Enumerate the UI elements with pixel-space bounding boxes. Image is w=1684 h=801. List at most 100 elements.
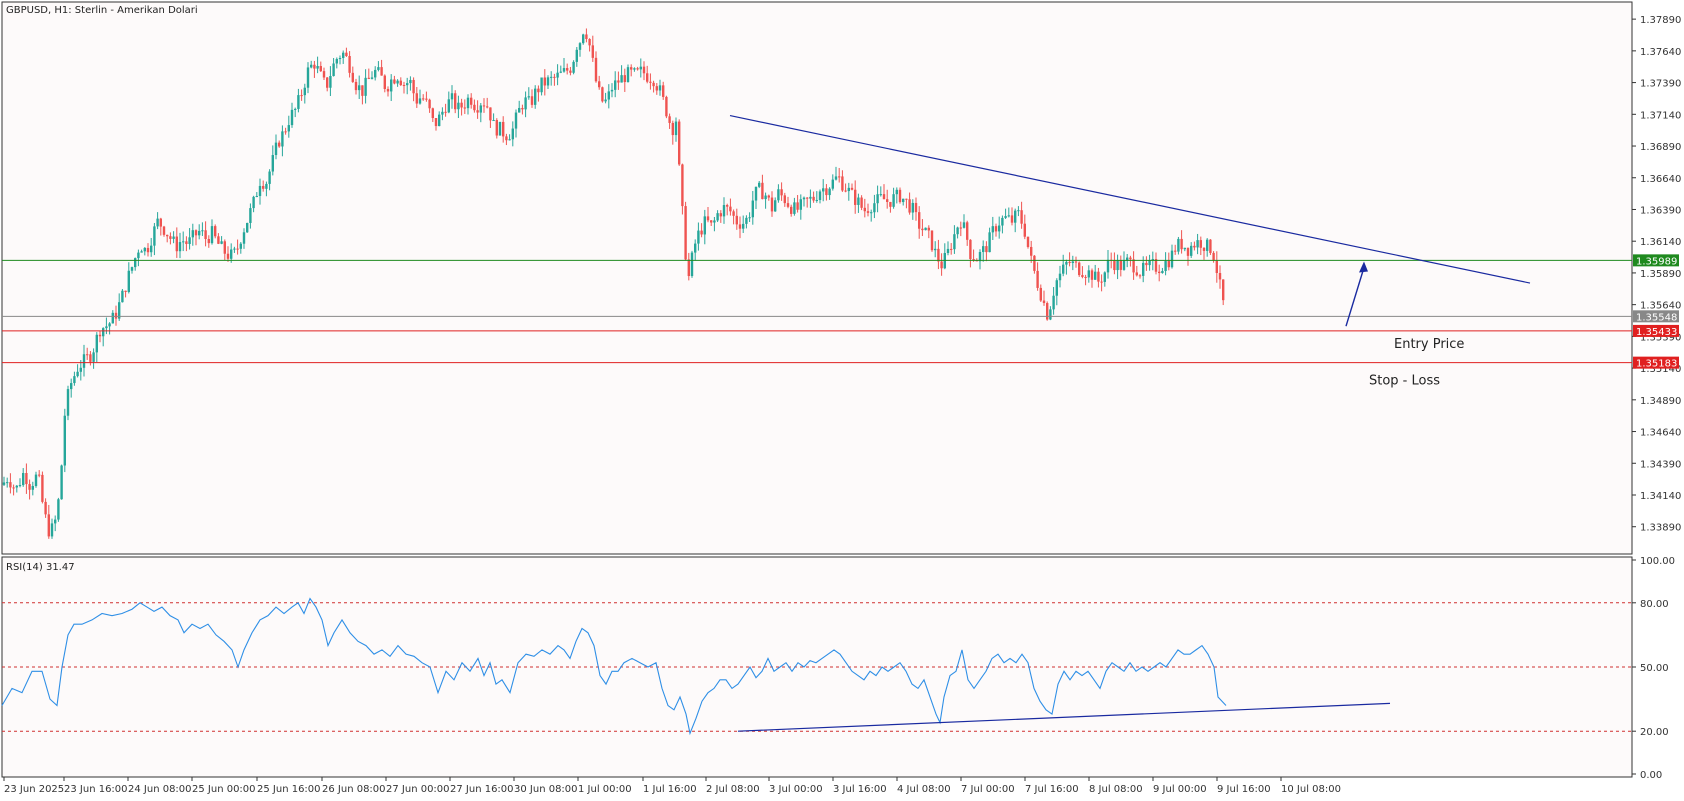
- candle-body: [1218, 273, 1222, 280]
- price-trendline: [729, 114, 1531, 284]
- candle-body: [258, 185, 262, 197]
- candle-body: [633, 68, 636, 70]
- candle-body: [428, 99, 431, 109]
- candle-body: [630, 67, 633, 70]
- rsi-tick-label: 20.00: [1640, 727, 1669, 738]
- candle-body: [82, 354, 86, 368]
- candle-body: [463, 107, 466, 109]
- candle-body: [137, 252, 140, 259]
- candle-body: [674, 121, 678, 136]
- candle-body: [646, 73, 649, 82]
- entry-price-annotation: Entry Price: [1394, 337, 1464, 352]
- level-price-label: 1.35183: [1636, 359, 1677, 370]
- candle-body: [610, 89, 614, 92]
- candle-body: [34, 474, 38, 487]
- candle-body: [79, 367, 82, 372]
- candle-body: [825, 188, 828, 196]
- candle-body: [770, 197, 774, 212]
- candle-body: [12, 487, 15, 489]
- candle-body: [879, 194, 882, 196]
- candle-body: [1071, 261, 1074, 264]
- time-tick-label: 8 Jul 08:00: [1089, 784, 1143, 795]
- price-tick-label: 1.36640: [1640, 174, 1681, 185]
- candle-body: [89, 354, 92, 362]
- candle-body: [1180, 238, 1183, 250]
- candle-body: [249, 208, 252, 223]
- price-tick-label: 1.37640: [1640, 47, 1681, 58]
- candle-body: [892, 194, 895, 207]
- candle-body: [172, 236, 175, 239]
- candle-body: [754, 186, 758, 201]
- candle-body: [6, 482, 9, 484]
- candle-body: [242, 232, 246, 244]
- candle-body: [1135, 272, 1138, 276]
- time-tick-label: 23 Jun 16:00: [64, 784, 128, 795]
- candle-body: [562, 68, 566, 72]
- candle-body: [44, 501, 47, 515]
- candle-body: [415, 93, 418, 104]
- candle-body: [713, 220, 716, 223]
- stop-loss-annotation: Stop - Loss: [1369, 374, 1440, 389]
- candle-body: [319, 66, 322, 72]
- candle-body: [604, 99, 607, 102]
- candle-body: [502, 121, 505, 137]
- candle-body: [978, 252, 982, 262]
- candle-body: [1023, 223, 1026, 237]
- level-price-label: 1.35989: [1636, 256, 1677, 267]
- candle-body: [130, 267, 134, 271]
- candle-body: [332, 63, 335, 77]
- time-tick-label: 30 Jun 08:00: [514, 784, 578, 795]
- time-tick-label: 1 Jul 00:00: [578, 784, 632, 795]
- candle-body: [540, 77, 543, 93]
- candle-body: [575, 49, 578, 62]
- candle-body: [905, 198, 908, 200]
- candle-body: [374, 69, 377, 78]
- candle-body: [1190, 245, 1193, 256]
- candle-body: [1167, 261, 1170, 268]
- candle-body: [220, 241, 223, 244]
- candle-body: [418, 98, 422, 104]
- candle-body: [658, 85, 662, 91]
- candle-body: [668, 116, 671, 123]
- candle-body: [1020, 210, 1023, 224]
- candle-body: [15, 485, 18, 488]
- candle-body: [985, 246, 988, 253]
- candle-body: [690, 252, 694, 277]
- candle-body: [1090, 270, 1094, 280]
- candle-body: [431, 108, 434, 119]
- candle-body: [470, 97, 473, 105]
- candle-body: [710, 220, 713, 223]
- candle-body: [546, 77, 550, 86]
- candle-body: [857, 197, 860, 205]
- candle-body: [1055, 280, 1058, 296]
- time-tick-label: 26 Jun 08:00: [322, 784, 386, 795]
- candle-body: [694, 243, 697, 253]
- candle-body: [201, 230, 204, 232]
- candle-body: [924, 227, 927, 231]
- candle-body: [1081, 275, 1084, 277]
- candle-body: [684, 206, 687, 260]
- candle-body: [982, 246, 985, 253]
- candle-body: [700, 230, 703, 235]
- candle-body: [937, 248, 940, 262]
- candle-body: [697, 230, 700, 244]
- candle-body: [1145, 262, 1148, 266]
- main-plot-frame: [1, 1, 1633, 555]
- candle-body: [809, 196, 812, 199]
- chart-title: GBPUSD, H1: Sterlin - Amerikan Dolari: [6, 5, 198, 16]
- candle-body: [393, 79, 396, 84]
- candle-body: [886, 199, 889, 202]
- candle-body: [1170, 250, 1174, 268]
- candle-body: [777, 189, 780, 201]
- candle-body: [486, 106, 489, 108]
- candle-body: [834, 176, 838, 180]
- candle-body: [294, 108, 297, 110]
- rsi-trendline: [737, 702, 1391, 732]
- candle-body: [233, 248, 236, 250]
- candle-body: [790, 206, 793, 214]
- time-tick-label: 3 Jul 00:00: [769, 784, 823, 795]
- candle-body: [991, 226, 994, 233]
- rsi-tick-label: 0.00: [1640, 770, 1662, 781]
